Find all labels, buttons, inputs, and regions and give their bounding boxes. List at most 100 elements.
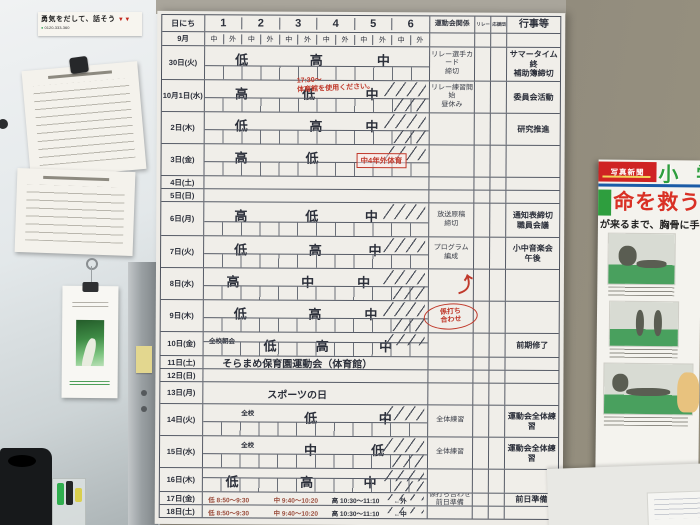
- day-label: 16日(木): [166, 474, 195, 485]
- day-row: 9日(木) 低高中: [160, 298, 559, 334]
- forest-path-photo: [75, 319, 105, 367]
- figure: [653, 310, 663, 337]
- slash-mark: [392, 130, 427, 144]
- hook: [86, 258, 98, 270]
- cheer-cell: [489, 177, 506, 190]
- day-row: 18日(土) 低 8:50～9:30 中 9:40～10:20 高 10:30～11:…: [159, 503, 558, 520]
- hanging-string: [91, 266, 92, 286]
- period-band: 低高中: [202, 300, 428, 333]
- empty-cell: [428, 33, 475, 47]
- inout-header: 外: [222, 33, 242, 44]
- relay-cell: [472, 506, 489, 519]
- band-text: 高 10:30～11:10: [331, 510, 380, 519]
- black-object: [0, 448, 52, 525]
- period-header: 3: [278, 17, 317, 30]
- band-text: 全校: [241, 442, 255, 450]
- photo-caption: [603, 416, 688, 427]
- events-cell: 運動会全体練習: [504, 437, 559, 470]
- relay-cell: [473, 177, 490, 190]
- period-band: 低高中: [203, 112, 429, 145]
- photo-caption: [609, 348, 678, 359]
- sports-cell: [428, 145, 475, 177]
- slash-mark: [381, 438, 425, 453]
- cheer-cell: [489, 113, 507, 145]
- merged-text: スポーツの日: [267, 389, 328, 401]
- pinned-memo-2: [14, 167, 136, 257]
- events-cell: 通知表締切 職員会議: [505, 203, 560, 238]
- cheer-cell: [488, 506, 505, 519]
- events-cell: 委員会活動: [506, 81, 560, 114]
- day-label: 7日(火): [169, 247, 195, 257]
- path-shape: [79, 337, 98, 367]
- cheer-header: 応援団: [490, 16, 507, 33]
- screw: [141, 406, 147, 412]
- sub-cells: [202, 421, 427, 437]
- relay-cell: [472, 405, 489, 437]
- cheer-cell: [489, 203, 506, 237]
- whiteboard: 勇気をだして、話そう ▼▼ ● 0120-333-360: [0, 0, 160, 525]
- yellow-sticky-note: [136, 346, 152, 373]
- events-cell: [504, 370, 559, 384]
- schedule-paper: 日にち 1 2 3 4 5 6 運動会関係 リレー 応援団 行事等 9月中外中外中外中外中外中外 30日…: [154, 10, 566, 525]
- month-label: 9月: [177, 34, 189, 44]
- cheer-cell: [488, 370, 505, 383]
- cheer-cell: [488, 405, 505, 437]
- day-label: 15日(水): [166, 446, 196, 457]
- relay-cell: [473, 145, 490, 177]
- sports-cell: [428, 177, 474, 190]
- band-text: 低 8:50～9:30: [208, 510, 250, 518]
- slash-mark: [391, 318, 426, 332]
- events-cell: 小中音楽会 午後: [505, 237, 560, 270]
- day-label: 4日(土): [170, 177, 195, 187]
- day-label: 30日(火): [168, 57, 198, 68]
- events-cell: サマータイム終 補助簿締切: [506, 47, 561, 82]
- inout-header: 中: [353, 34, 373, 45]
- sports-cell: 放送原稿 締切: [427, 203, 474, 237]
- figure: [636, 259, 667, 269]
- relay-cell: [472, 357, 489, 370]
- sports-cell: [427, 190, 474, 203]
- binder-clip: [68, 55, 90, 75]
- relay-cell: [472, 383, 489, 405]
- period-band: 低高中: [203, 46, 429, 81]
- day-label: 13日(月): [167, 387, 196, 398]
- day-row: 8日(水) 高中中: [160, 266, 559, 302]
- events-cell: [505, 190, 560, 204]
- day-row: 2日(木) 低高中 研究推進: [161, 110, 560, 146]
- empty-cell: [474, 33, 491, 47]
- events-cell: 運動会全体練習: [504, 405, 559, 438]
- day-label: 10日(金): [167, 338, 196, 349]
- day-row: 13日(月) スポーツの日: [160, 380, 559, 406]
- sports-cell: [427, 357, 473, 370]
- period-band: 全校低中: [201, 404, 427, 437]
- relay-cell: [474, 81, 491, 113]
- wall-strip: [156, 0, 566, 14]
- memo-text-lines: [32, 77, 136, 167]
- period-band: スポーツの日: [202, 382, 428, 405]
- day-label: 5日(日): [170, 190, 195, 200]
- cheer-cell: [488, 333, 505, 357]
- slash-mark: [390, 454, 425, 468]
- marker-cup: [52, 478, 86, 525]
- relay-cell: [472, 469, 489, 493]
- paper-text-lines: [653, 497, 700, 520]
- period-header: 6: [391, 18, 429, 31]
- cheer-cell: [488, 437, 505, 469]
- sports-cell: [426, 506, 473, 519]
- day-row: 10日(金) 全校朝会低高中 前期修了: [160, 330, 559, 358]
- events-cell: [505, 269, 559, 302]
- newspaper-banner: 写真新聞: [598, 161, 657, 183]
- sub-cells: [203, 253, 428, 269]
- inout-header: 中: [391, 34, 411, 45]
- poster-headline: 命を救う: [613, 190, 700, 215]
- card-text-lines: [72, 301, 109, 309]
- slash-mark: [392, 98, 427, 112]
- sports-header: 運動会関係: [428, 16, 475, 33]
- inout-headers: 中外中外中外中外中外中外: [203, 32, 429, 47]
- inout-header: 中: [241, 33, 261, 44]
- slash-mark: [382, 302, 426, 317]
- day-row: 15日(水) 全校中低全体練習 運動会全体練習: [159, 434, 559, 470]
- cheer-cell: [489, 269, 506, 301]
